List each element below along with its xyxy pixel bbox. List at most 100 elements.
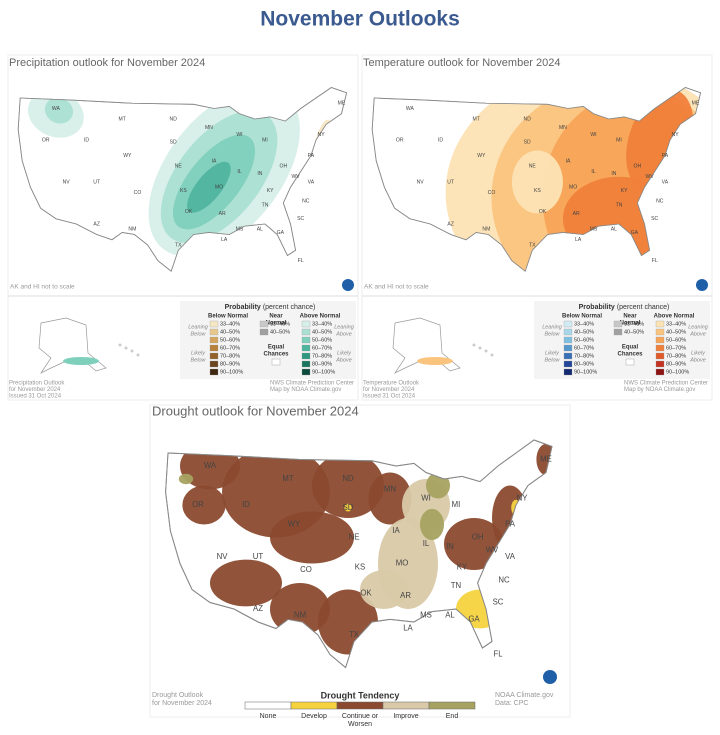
legend-swatch: [655, 344, 665, 352]
state-label: WV: [292, 174, 301, 180]
equal-chances: Equal: [268, 345, 285, 351]
state-label: NM: [482, 227, 490, 233]
leaning-below: Leaning: [188, 324, 209, 330]
state-label: WI: [590, 132, 596, 138]
state-label: AL: [611, 227, 617, 233]
state-label: KS: [180, 188, 187, 194]
state-label: KY: [267, 188, 274, 194]
leaning-above: Leaning: [688, 324, 709, 330]
state-label: NE: [349, 532, 360, 541]
state-label: UT: [93, 179, 101, 185]
state-label: MT: [473, 116, 481, 122]
legend-title: Probability (percent chance): [225, 304, 316, 311]
state-label: FL: [298, 258, 304, 264]
state-label: SD: [343, 503, 354, 512]
state-label: MO: [215, 185, 223, 191]
legend-swatch: [428, 701, 476, 710]
state-label: VA: [308, 179, 315, 185]
state-label: SD: [170, 139, 177, 145]
legend-swatch: [655, 328, 665, 336]
state-label: MS: [236, 227, 244, 233]
state-label: UT: [447, 179, 455, 185]
us-map: WA OR ID MT WY NV UT CO AZ NM ND SD NE KS OK TX MN IA MO AR…: [17, 86, 348, 272]
state-label: IA: [392, 526, 400, 535]
state-label: SC: [651, 216, 658, 222]
legend-swatch: [259, 320, 269, 328]
state-label: FL: [493, 649, 503, 658]
source-left: for November 2024: [363, 387, 415, 393]
shaded-area: [344, 503, 352, 512]
legend-label: 80–90%: [220, 361, 240, 367]
equal-chances: Chances: [263, 352, 289, 358]
state-label: WV: [486, 545, 499, 554]
state-label: OR: [396, 137, 404, 143]
legend: Probability (percent chance)Below Normal N…: [180, 301, 356, 379]
legend-swatch: [301, 328, 311, 336]
state-label: ID: [84, 137, 89, 143]
legend-swatch: [209, 360, 219, 368]
equal-swatch: [625, 358, 635, 366]
state-label: IN: [446, 542, 454, 551]
near-header: Normal: [266, 321, 287, 327]
state-label: MI: [262, 137, 268, 143]
state-label: NM: [128, 227, 136, 233]
legend-swatch: [290, 701, 338, 710]
legend-swatch: [563, 328, 573, 336]
state-label: PA: [505, 519, 515, 528]
state-label: NC: [656, 198, 664, 204]
state-label: MO: [396, 558, 409, 567]
state-label: OR: [192, 500, 204, 509]
noaa-logo: [696, 279, 708, 291]
shaded-area: [187, 161, 231, 213]
state-label: ND: [170, 116, 178, 122]
legend-label: 90–100%: [312, 369, 335, 375]
state-label: NC: [302, 198, 310, 204]
legend-label: 33–40%: [574, 321, 594, 327]
legend-label: 80–90%: [312, 361, 332, 367]
state-label: NV: [63, 179, 71, 185]
legend-label: 80–90%: [574, 361, 594, 367]
legend-label: 70–80%: [666, 353, 686, 359]
alaska-shading: [417, 357, 453, 365]
legend-swatch: [209, 328, 219, 336]
legend-label: 50–60%: [574, 337, 594, 343]
likely-above: Likely: [337, 350, 352, 356]
legend-label: 40–50%: [270, 329, 290, 335]
legend-swatch: [336, 701, 384, 710]
alaska-inset: [392, 317, 461, 374]
state-label: IL: [423, 539, 430, 548]
legend-swatch: [655, 360, 665, 368]
legend-label: Continue or: [342, 713, 379, 720]
state-label: PA: [308, 153, 315, 159]
state-label: MI: [616, 137, 622, 143]
legend-title-main: Probability: [579, 304, 615, 311]
legend-label: 40–50%: [666, 329, 686, 335]
panel-title: Drought outlook for November 2024: [152, 403, 359, 418]
legend-label: 70–80%: [220, 353, 240, 359]
leaning-above: Above: [689, 331, 706, 337]
state-label: NM: [294, 610, 306, 619]
state-label: CO: [300, 565, 312, 574]
legend-label: 40–50%: [312, 329, 332, 335]
shaded-area: [368, 472, 412, 525]
shaded-area: [210, 559, 282, 607]
legend-swatch: [613, 328, 623, 336]
legend-label: End: [446, 713, 459, 720]
source-left: Issued 31 Oct 2024: [9, 394, 62, 400]
above-header: Above Normal: [654, 314, 695, 320]
state-label: AR: [400, 591, 411, 600]
legend-label: Worsen: [348, 721, 372, 728]
state-label: NV: [417, 179, 425, 185]
source-left: Drought Outlook: [152, 692, 203, 699]
legend-swatch: [655, 352, 665, 360]
panel-title: Temperature outlook for November 2024: [363, 57, 561, 69]
panel-title: Precipitation outlook for November 2024: [9, 57, 205, 69]
hawaii: [130, 349, 134, 353]
state-label: OK: [539, 209, 547, 215]
state-label: ID: [438, 137, 443, 143]
legend-swatch: [563, 320, 573, 328]
state-label: MN: [384, 484, 396, 493]
legend-label: 90–100%: [666, 369, 689, 375]
state-label: NY: [517, 493, 528, 502]
leaning-below: Leaning: [542, 324, 563, 330]
